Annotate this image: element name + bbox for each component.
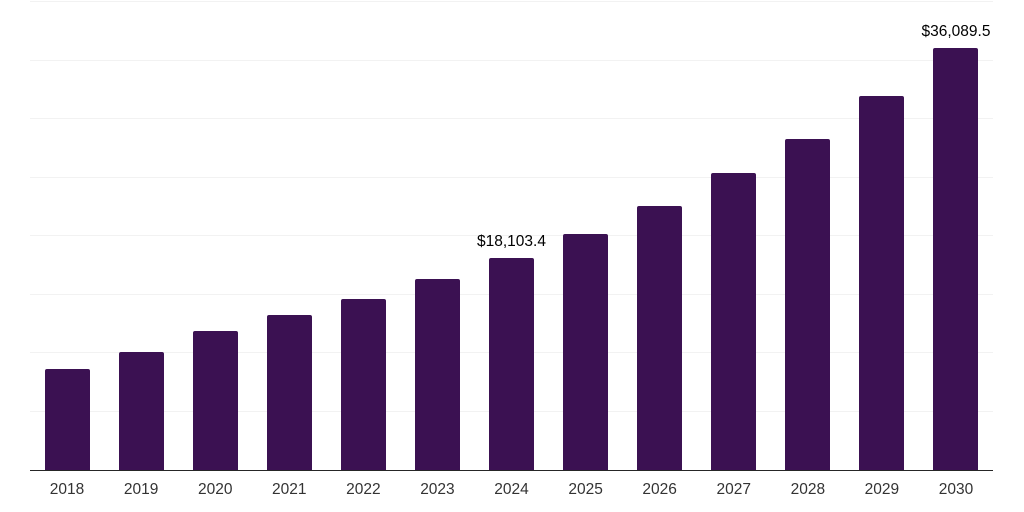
gridline-40000 [30, 1, 993, 2]
bar-column-2030: $36,089.5 [919, 2, 993, 470]
bar-column-2027 [697, 2, 771, 470]
x-tick-label-2023: 2023 [420, 481, 455, 498]
bar-2027 [711, 173, 757, 470]
x-tick-label-2027: 2027 [716, 481, 751, 498]
data-label-2030: $36,089.5 [921, 22, 991, 40]
gridline-20000 [30, 235, 993, 236]
gridline-35000 [30, 59, 993, 61]
bar-2028 [785, 138, 831, 470]
bar-column-2019 [104, 2, 178, 470]
bar-2021 [266, 314, 312, 470]
x-tick-label-2022: 2022 [346, 481, 381, 498]
bar-2029 [859, 95, 905, 470]
bars: $18,103.4 $36,089.5 [30, 2, 993, 470]
bar-2022 [340, 298, 386, 470]
x-tick-label-2020: 2020 [197, 481, 233, 498]
bar-column-2022 [326, 2, 400, 470]
x-tick-label-2025: 2025 [568, 481, 603, 498]
gridline-25000 [30, 176, 993, 178]
bar-2020 [192, 330, 238, 470]
bar-2019 [118, 351, 164, 470]
x-tick-label-2028: 2028 [790, 481, 826, 498]
bar-column-2025 [549, 2, 623, 470]
x-tick-label-2018: 2018 [49, 481, 85, 498]
bar-2030: $36,089.5 [921, 23, 990, 470]
bar-2025 [563, 233, 609, 470]
bar-column-2029 [845, 2, 919, 470]
bar-column-2020 [178, 2, 252, 470]
x-tick-label-2029: 2029 [864, 481, 900, 498]
bar-2018 [44, 369, 90, 470]
bar-2026 [637, 206, 683, 470]
bar-2023 [414, 279, 460, 470]
x-tick-label-2024: 2024 [494, 481, 529, 498]
bar-2024: $18,103.4 [477, 233, 546, 470]
x-axis: 2018 2019 2020 2021 2022 2023 2024 2025 2026 2027… [30, 481, 993, 499]
bar-column-2026 [623, 2, 697, 470]
x-tick-label-2019: 2019 [123, 481, 159, 498]
x-tick-label-2030: 2030 [938, 481, 974, 498]
bar-column-2023 [400, 2, 474, 470]
plot-area: $18,103.4 $36,089.5 [30, 1, 993, 471]
bar-column-2028 [771, 2, 845, 470]
bar-column-2018 [30, 2, 104, 470]
bar-column-2021 [252, 2, 326, 470]
gridline-30000 [30, 118, 993, 119]
x-tick-label-2026: 2026 [642, 481, 677, 498]
bar-column-2024: $18,103.4 [474, 2, 548, 470]
x-tick-label-2021: 2021 [272, 481, 307, 498]
data-label-2024: $18,103.4 [477, 233, 546, 251]
